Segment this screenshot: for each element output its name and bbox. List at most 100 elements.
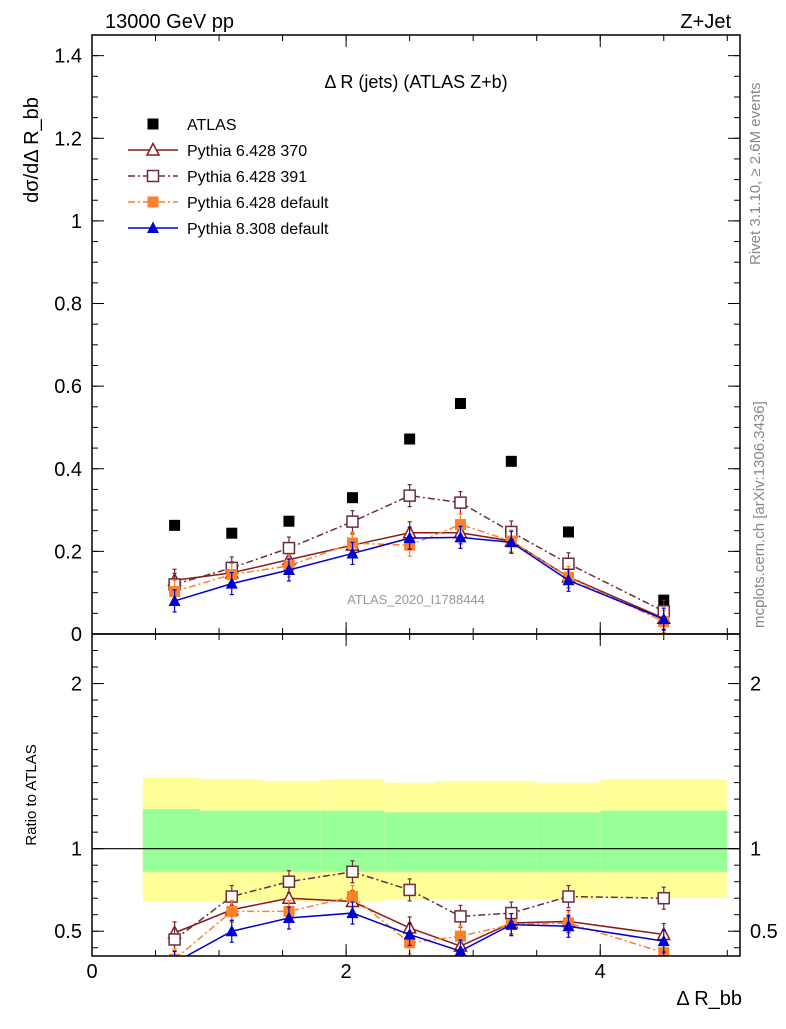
inner-band-bin [435, 812, 486, 872]
inner-band-bin [485, 812, 537, 872]
data-point [283, 515, 295, 527]
data-point [657, 612, 670, 625]
inner-band-bin [600, 810, 728, 872]
inner-band-bin [384, 812, 436, 872]
legend-entry: ATLAS [147, 117, 237, 134]
data-point [169, 956, 181, 968]
legend-label: ATLAS [187, 117, 237, 134]
data-point [282, 563, 295, 575]
tick-label: 1.2 [54, 128, 82, 150]
legend-entry: Pythia 6.428 391 [128, 169, 307, 186]
legend-entry: Pythia 6.428 default [128, 195, 329, 212]
rivet-label: Rivet 3.1.10, ≥ 2.6M events [747, 83, 764, 266]
data-point [168, 933, 181, 946]
data-point [225, 924, 238, 937]
legend-label: Pythia 6.428 391 [187, 169, 307, 186]
series-3 [169, 512, 670, 634]
tick-label: 0 [86, 961, 97, 983]
tick-label: 2 [341, 961, 352, 983]
data-point [346, 492, 358, 504]
data-point [657, 934, 670, 947]
data-point [282, 541, 296, 555]
data-point [346, 515, 359, 528]
series-line [185, 912, 664, 956]
series-3 [169, 901, 670, 968]
legend-entry: Pythia 6.428 370 [128, 141, 307, 160]
data-point [403, 928, 416, 940]
data-point [562, 890, 575, 903]
data-point [403, 883, 416, 897]
tick-label: 1 [71, 211, 82, 233]
legend-marker [147, 118, 159, 130]
data-point [454, 930, 466, 942]
tick-label: 0 [71, 624, 82, 646]
data-point [454, 496, 467, 509]
data-point [346, 865, 359, 879]
series-4 [168, 525, 670, 631]
data-point [505, 455, 517, 467]
tick-label: 1 [750, 839, 761, 861]
data-point [169, 519, 181, 531]
series-0 [169, 397, 670, 606]
series-line [174, 871, 664, 941]
tick-label: 1 [71, 839, 82, 861]
data-point [562, 919, 575, 932]
tick-label: 2 [71, 674, 82, 696]
tick-label: 0.6 [54, 376, 82, 398]
data-point [168, 594, 181, 606]
series-1 [168, 860, 671, 952]
inner-band-bin [200, 810, 264, 872]
data-point [454, 397, 466, 409]
data-point [282, 911, 295, 924]
legend-marker [147, 221, 159, 233]
inner-band-bin [142, 809, 200, 872]
data-point [403, 489, 416, 502]
ratio-uncertainty-bands [142, 777, 728, 902]
data-point [454, 519, 466, 531]
data-point [346, 546, 359, 559]
watermark: ATLAS_2020_I1788444 [347, 592, 485, 607]
axis-ticks [91, 34, 740, 956]
series-line [174, 897, 664, 947]
data-point [403, 531, 416, 544]
data-point [225, 577, 238, 589]
data-point [404, 433, 416, 445]
legend-label: Pythia 6.428 370 [187, 143, 307, 160]
data-point [346, 906, 359, 919]
data-point [454, 910, 467, 923]
legend-entry: Pythia 8.308 default [128, 221, 329, 238]
tick-label: 1.4 [54, 46, 82, 68]
inner-band-bin [263, 810, 321, 872]
data-point [454, 530, 467, 543]
data-point [657, 891, 671, 905]
data-point [505, 535, 518, 548]
tick-label: 0.5 [750, 921, 778, 943]
legend-marker [146, 169, 160, 183]
legend-marker [147, 196, 159, 208]
header-right: Z+Jet [680, 11, 731, 33]
main-ylabel: dσ/dΔ R_bb [21, 97, 43, 203]
data-point [454, 944, 467, 956]
legend-label: Pythia 8.308 default [187, 221, 329, 238]
data-point [226, 905, 238, 917]
data-point [562, 526, 574, 538]
axis-tick-labels: 0 0.2 0.4 0.6 0.8 1 1.2 1.4 0.5 0.5 1 1 2 2 0 2 4 [54, 46, 778, 983]
ratio-ylabel: Ratio to ATLAS [23, 744, 40, 845]
data-point [505, 918, 518, 930]
xlabel: Δ R_bb [676, 988, 742, 1010]
data-point [282, 875, 296, 888]
main-series-layer [167, 397, 672, 634]
tick-label: 0.4 [54, 459, 82, 481]
tick-label: 4 [595, 961, 606, 983]
data-point [346, 891, 358, 903]
legend-label: Pythia 6.428 default [187, 195, 329, 212]
header-left: 13000 GeV pp [105, 11, 234, 33]
inner-band-bin [536, 812, 601, 872]
tick-label: 0.8 [54, 294, 82, 316]
ratio-series-layer [167, 860, 672, 968]
main-title: Δ R (jets) (ATLAS Z+b) [324, 72, 507, 92]
tick-label: 2 [750, 674, 761, 696]
legend-marker [145, 141, 161, 156]
